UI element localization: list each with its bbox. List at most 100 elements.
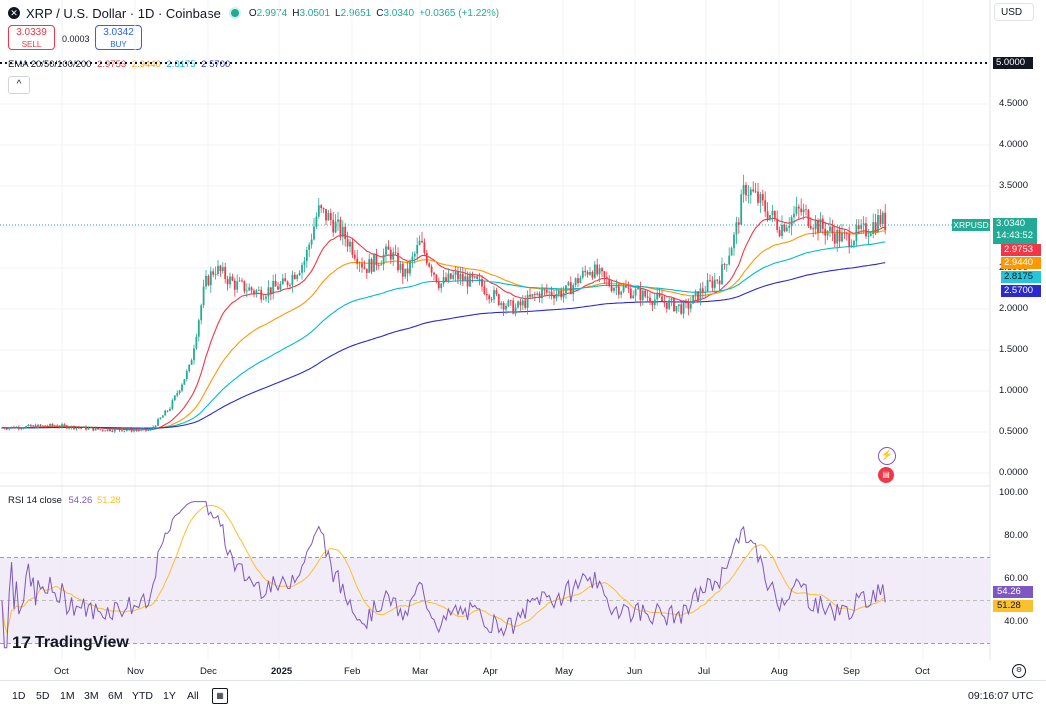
candle-body: [183, 379, 186, 385]
candle-body: [142, 428, 145, 430]
line-level-tag: 5.0000: [993, 57, 1033, 69]
settings-gear-icon[interactable]: ⚙: [1012, 664, 1026, 678]
candle-body: [603, 271, 606, 278]
candle-body: [481, 279, 483, 287]
candle-body: [483, 286, 486, 294]
candle-body: [627, 287, 630, 289]
candle-body: [92, 427, 95, 431]
candle-body: [838, 229, 841, 242]
timeframe-6m[interactable]: 6M: [108, 690, 123, 702]
candle-body: [543, 289, 546, 291]
candle-body: [22, 427, 25, 429]
candle-body: [637, 288, 639, 290]
candle-body: [217, 265, 219, 275]
candle-body: [639, 288, 642, 301]
candle-body: [584, 270, 587, 273]
candle-body: [437, 282, 440, 289]
candle-body: [356, 258, 359, 264]
candle-body: [797, 206, 800, 209]
buy-price: 3.0342: [103, 27, 134, 38]
candle-body: [509, 300, 512, 302]
candle-body: [317, 205, 320, 217]
candle-body: [781, 224, 783, 236]
candle-body: [841, 232, 843, 242]
candle-body: [209, 271, 212, 286]
lightning-icon[interactable]: ⚡: [878, 447, 896, 465]
candle-body: [478, 278, 481, 280]
candle-body: [20, 428, 23, 430]
candle-body: [97, 427, 99, 430]
chart-grid: [0, 0, 990, 660]
timeframe-1d[interactable]: 1D: [12, 690, 26, 702]
candle-body: [850, 245, 853, 247]
candle-body: [8, 427, 11, 430]
candle-body: [181, 384, 183, 391]
timeframe-1m[interactable]: 1M: [60, 690, 75, 702]
symbol-title[interactable]: XRP / U.S. Dollar · 1D · Coinbase: [26, 5, 221, 21]
rsi-legend[interactable]: RSI 14 close 54.26 51.28: [8, 495, 121, 506]
candle-body: [289, 285, 291, 286]
candle-body: [689, 303, 692, 309]
candle-body: [25, 426, 27, 428]
candle-body: [425, 252, 428, 264]
timeframe-1y[interactable]: 1Y: [163, 690, 176, 702]
candle-body: [286, 281, 289, 286]
utc-clock[interactable]: 09:16:07 UTC: [968, 690, 1034, 702]
candle-body: [545, 289, 548, 293]
candle-body: [332, 219, 335, 233]
timeframe-3m[interactable]: 3M: [84, 690, 99, 702]
candle-body: [337, 219, 339, 222]
candle-body: [236, 281, 239, 290]
sell-price: 3.0339: [16, 27, 47, 38]
candle-body: [718, 280, 721, 285]
candle-body: [711, 280, 714, 288]
candle-body: [802, 209, 805, 213]
candle-body: [464, 276, 467, 281]
candle-body: [243, 280, 246, 292]
ema20-tag: 2.9753: [1001, 244, 1041, 256]
ema-legend[interactable]: EMA 20/50/100/200 2.9753 2.9440 2.8175 2…: [8, 59, 233, 70]
candle-body: [94, 427, 97, 431]
tradingview-logo[interactable]: 17 TradingView: [12, 633, 129, 653]
spread-value: 0.0003: [62, 34, 90, 44]
price-tick-label: 1.0000: [998, 385, 1028, 396]
time-tick-label: Sep: [843, 666, 860, 677]
candle-body: [207, 275, 210, 286]
time-tick-label: Dec: [200, 666, 217, 677]
candle-body: [713, 279, 716, 288]
candle-body: [737, 222, 740, 225]
candle-body: [363, 267, 366, 269]
candle-body: [161, 415, 164, 418]
sell-button[interactable]: 3.0339 SELL: [8, 25, 55, 50]
us-flag-icon[interactable]: ▤: [878, 467, 894, 483]
candle-body: [284, 278, 287, 282]
buy-button[interactable]: 3.0342 BUY: [95, 25, 142, 50]
date-range-icon[interactable]: ▦: [212, 688, 228, 704]
candle-body: [826, 231, 829, 236]
timeframe-ytd[interactable]: YTD: [132, 690, 153, 702]
candle-body: [229, 276, 231, 285]
time-tick-label: Aug: [771, 666, 788, 677]
candle-body: [531, 294, 534, 297]
candle-body: [596, 264, 599, 275]
candle-body: [687, 302, 690, 309]
bar-countdown: 14:43:52: [996, 230, 1033, 241]
candle-body: [574, 278, 577, 285]
candle-body: [553, 295, 555, 299]
timeframe-all[interactable]: All: [187, 690, 199, 702]
ema20-value: 2.9753: [97, 59, 127, 70]
candle-body: [807, 210, 810, 227]
candle-body: [248, 287, 251, 291]
candle-body: [397, 252, 399, 271]
collapse-legend-button[interactable]: ^: [8, 76, 30, 94]
candle-body: [526, 294, 529, 308]
candle-body: [411, 256, 414, 261]
timeframe-5d[interactable]: 5D: [36, 690, 50, 702]
candle-body: [41, 425, 44, 427]
candle-body: [413, 253, 416, 257]
candle-body: [793, 213, 795, 218]
candle-body: [87, 427, 90, 430]
currency-select[interactable]: USD: [994, 3, 1034, 21]
candle-body: [766, 211, 769, 220]
